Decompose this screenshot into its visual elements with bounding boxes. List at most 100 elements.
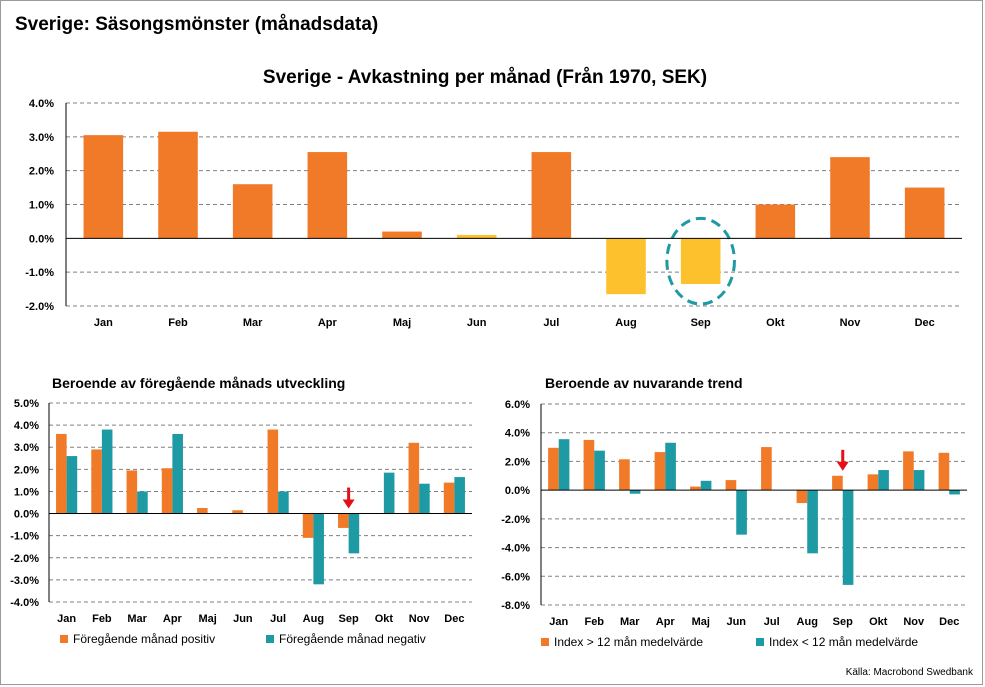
main-xtick-feb: Feb xyxy=(168,317,188,329)
trend-xtick-maj: Maj xyxy=(692,616,710,628)
main-xtick-sep: Sep xyxy=(691,317,711,329)
prev-month-bar-jul-a xyxy=(267,429,279,514)
trend-xtick-jan: Jan xyxy=(549,616,568,628)
prev-month-ytick-label: 1.0% xyxy=(14,486,39,498)
trend-title: Beroende av nuvarande trend xyxy=(545,375,743,391)
prev-month-xtick-jul: Jul xyxy=(270,613,286,625)
main-bar-jan xyxy=(83,135,124,239)
main-bar-dec xyxy=(904,187,945,239)
trend-xtick-sep: Sep xyxy=(833,616,853,628)
trend-bar-jun-a xyxy=(725,480,737,491)
main-xtick-okt: Okt xyxy=(766,317,785,329)
main-bar-feb xyxy=(158,131,198,239)
main-ytick-label: -2.0% xyxy=(25,301,54,313)
trend-ytick-label: -8.0% xyxy=(501,600,530,612)
prev-month-ytick-label: -3.0% xyxy=(10,575,39,587)
prev-month-bar-apr-b xyxy=(172,433,183,514)
trend-legend-label-1: Index > 12 mån medelvärde xyxy=(554,635,703,649)
prev-month-ytick-label: 0.0% xyxy=(14,509,39,521)
trend-xtick-aug: Aug xyxy=(797,616,818,628)
trend-bar-mar-a xyxy=(619,459,630,491)
trend-ytick-label: 2.0% xyxy=(505,456,530,468)
main-ytick-label: 0.0% xyxy=(29,233,54,245)
trend-bar-nov-b xyxy=(913,470,925,491)
trend-bar-feb-b xyxy=(594,450,605,491)
trend-legend-swatch-1 xyxy=(541,638,549,646)
trend-bar-okt-b xyxy=(878,470,889,491)
trend-bar-dec-b xyxy=(949,490,960,495)
trend-ytick-label: -2.0% xyxy=(501,514,530,526)
prev-month-xtick-maj: Maj xyxy=(198,613,216,625)
trend-ytick-label: 4.0% xyxy=(505,428,530,440)
prev-month-title: Beroende av föregående månads utveckling xyxy=(52,375,345,391)
prev-month-bar-aug-b xyxy=(313,513,324,585)
trend-bar-mar-b xyxy=(629,490,641,494)
main-xtick-jul: Jul xyxy=(543,317,559,329)
prev-month-xtick-aug: Aug xyxy=(303,613,324,625)
trend-bar-sep-a xyxy=(832,475,843,491)
prev-month-xtick-okt: Okt xyxy=(375,613,394,625)
prev-month-xtick-jun: Jun xyxy=(233,613,253,625)
main-xtick-aug: Aug xyxy=(615,317,636,329)
prev-month-legend-swatch-1 xyxy=(60,635,68,643)
prev-month-arrow-head xyxy=(342,499,355,509)
trend-bar-aug-a xyxy=(796,490,808,504)
trend-xtick-apr: Apr xyxy=(656,616,676,628)
prev-month-bar-nov-a xyxy=(408,442,420,514)
prev-month-bar-mar-a xyxy=(126,470,138,514)
main-title: Sverige - Avkastning per månad (Från 197… xyxy=(263,67,707,88)
main-bar-aug xyxy=(606,238,646,295)
prev-month-bar-maj-a xyxy=(197,508,208,514)
main-highlight-circle xyxy=(665,216,736,306)
main-bar-okt xyxy=(755,204,796,239)
prev-month-bar-sep-b xyxy=(348,513,360,554)
trend-ytick-label: 6.0% xyxy=(505,399,530,411)
trend-legend-label-2: Index < 12 mån medelvärde xyxy=(769,635,918,649)
prev-month-xtick-dec: Dec xyxy=(444,613,464,625)
prev-month-xtick-sep: Sep xyxy=(339,613,359,625)
main-bar-mar xyxy=(232,184,273,239)
prev-month-legend-label-1: Föregående månad positiv xyxy=(73,632,215,646)
prev-month-bar-jan-a xyxy=(56,433,67,514)
prev-month-bar-dec-b xyxy=(454,477,465,514)
trend-ytick-label: -4.0% xyxy=(501,543,530,555)
trend-bar-okt-a xyxy=(867,474,879,491)
prev-month-xtick-feb: Feb xyxy=(92,613,112,625)
trend-ytick-label: -6.0% xyxy=(501,571,530,583)
prev-month-bar-dec-a xyxy=(443,482,455,514)
prev-month-bar-feb-a xyxy=(91,449,102,514)
prev-month-xtick-mar: Mar xyxy=(127,613,147,625)
prev-month-ytick-label: 3.0% xyxy=(14,442,39,454)
main-ytick-label: -1.0% xyxy=(25,267,54,279)
main-xtick-jun: Jun xyxy=(467,317,487,329)
main-ytick-label: 4.0% xyxy=(29,98,54,110)
prev-month-bar-nov-b xyxy=(419,483,430,514)
main-ytick-label: 3.0% xyxy=(29,132,54,144)
trend-bar-jan-a xyxy=(548,447,559,491)
prev-month-bar-mar-b xyxy=(137,491,148,514)
main-xtick-apr: Apr xyxy=(318,317,338,329)
main-bar-sep xyxy=(680,238,721,285)
main-ytick-label: 1.0% xyxy=(29,200,54,212)
prev-month-xtick-nov: Nov xyxy=(409,613,431,625)
trend-bar-maj-a xyxy=(690,486,701,491)
prev-month-bar-jun-a xyxy=(232,510,243,514)
page-title: Sverige: Säsongsmönster (månadsdata) xyxy=(15,14,379,35)
prev-month-bar-jul-b xyxy=(278,491,289,514)
prev-month-xtick-apr: Apr xyxy=(163,613,183,625)
trend-xtick-dec: Dec xyxy=(939,616,959,628)
trend-bar-jun-b xyxy=(736,490,747,535)
prev-month-legend-swatch-2 xyxy=(266,635,274,643)
main-bar-jul xyxy=(531,152,572,239)
trend-xtick-okt: Okt xyxy=(869,616,888,628)
trend-arrow-head xyxy=(836,461,849,471)
trend-xtick-jul: Jul xyxy=(764,616,780,628)
trend-bar-feb-a xyxy=(583,439,595,491)
prev-month-xtick-jan: Jan xyxy=(57,613,76,625)
trend-bar-apr-b xyxy=(665,442,676,491)
prev-month-bar-sep-a xyxy=(338,513,349,528)
trend-bar-dec-a xyxy=(938,452,950,491)
prev-month-ytick-label: -1.0% xyxy=(10,531,39,543)
